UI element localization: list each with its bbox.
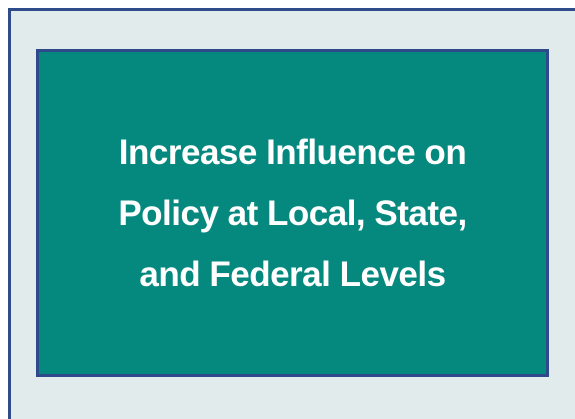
goal-text: Increase Influence on <box>118 132 467 172</box>
goal-box: Increase Influence on Policy at Local, S… <box>36 49 549 377</box>
goal-text: and Federal Levels <box>139 254 446 294</box>
goal-text: Policy at Local, State, <box>118 193 467 233</box>
